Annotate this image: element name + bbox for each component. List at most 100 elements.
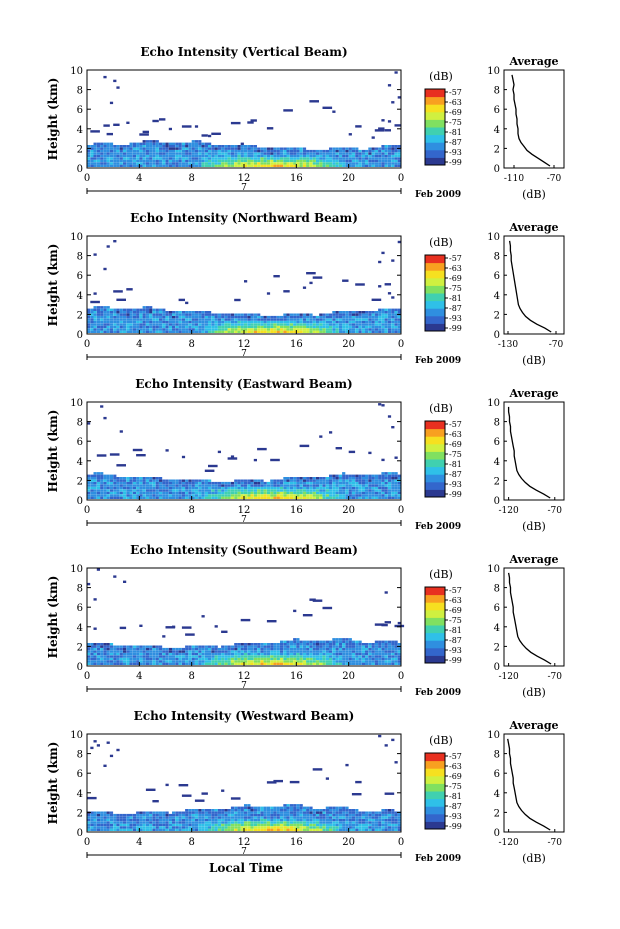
heatmap-cell <box>204 823 208 827</box>
heatmap-cell <box>132 645 136 648</box>
heatmap-cell <box>224 662 228 665</box>
heatmap-cell <box>338 491 343 495</box>
heatmap-cell <box>188 481 192 485</box>
heatmap-cell <box>283 818 287 822</box>
heatmap-cell <box>109 313 114 316</box>
heatmap-cell <box>244 481 248 485</box>
heatmap-cell <box>316 477 320 480</box>
heatmap-cell <box>319 657 323 661</box>
heatmap-cell <box>155 149 159 153</box>
heatmap-cell <box>217 818 221 822</box>
heatmap-cell <box>145 164 150 167</box>
heatmap-cell <box>217 320 221 324</box>
heatmap-cell <box>355 315 359 319</box>
heatmap-cell <box>316 650 320 653</box>
heatmap-cell <box>96 655 100 658</box>
heatmap-cell <box>96 489 100 492</box>
heatmap-cell <box>230 455 235 458</box>
heatmap-cell <box>276 650 280 653</box>
heatmap-cell <box>280 816 284 819</box>
heatmap-cell <box>116 145 120 148</box>
heatmap-cell <box>181 662 186 665</box>
heatmap-cell <box>103 811 107 814</box>
heatmap-cell <box>96 486 100 490</box>
heatmap-cell <box>381 119 385 122</box>
heatmap-cell <box>168 816 172 819</box>
heatmap-cell <box>188 655 192 658</box>
heatmap-cell <box>276 154 280 158</box>
heatmap-cell <box>185 494 189 497</box>
heatmap-cell <box>394 152 398 155</box>
heatmap-cell <box>397 477 401 480</box>
heatmap-cell <box>87 484 91 487</box>
heatmap-cell <box>378 315 382 319</box>
heatmap-cell <box>263 162 267 165</box>
heatmap-cell <box>204 811 208 814</box>
heatmap-cell <box>132 328 136 331</box>
heatmap-cell <box>253 159 257 163</box>
heatmap-cell <box>136 149 140 153</box>
colorbar-swatch <box>425 149 445 158</box>
heatmap-cell <box>165 821 169 824</box>
x-tick-label: 4 <box>136 339 142 350</box>
heatmap-cell <box>237 154 241 158</box>
heatmap-cell <box>142 145 146 148</box>
heatmap-cell <box>181 152 186 155</box>
heatmap-cell <box>365 149 369 153</box>
heatmap-cell <box>126 477 130 480</box>
heatmap-cell <box>319 655 323 658</box>
heatmap-cell <box>270 162 274 165</box>
heatmap-cell <box>145 308 150 311</box>
heatmap-cell <box>93 152 97 155</box>
heatmap-cell <box>348 133 352 136</box>
heatmap-cell <box>387 84 392 87</box>
heatmap-cell <box>145 828 150 831</box>
heatmap-cell <box>384 491 388 495</box>
heatmap-cell <box>123 154 127 158</box>
heatmap-cell <box>276 643 280 646</box>
heatmap-cell <box>289 157 293 160</box>
heatmap-cell <box>191 149 195 153</box>
heatmap-cell <box>168 496 172 499</box>
heatmap-cell <box>384 823 388 827</box>
heatmap-cell <box>191 486 195 490</box>
heatmap-cell <box>384 147 388 150</box>
heatmap-cell <box>273 484 277 487</box>
heatmap-cell <box>368 474 372 477</box>
heatmap-cell <box>227 655 231 658</box>
heatmap-cell <box>106 489 110 492</box>
heatmap-cell <box>270 828 274 831</box>
heatmap-cell <box>149 821 153 824</box>
heatmap-cell <box>191 655 195 658</box>
heatmap-cell <box>152 149 156 153</box>
heatmap-cell <box>378 481 382 485</box>
heatmap-cell <box>106 154 110 158</box>
heatmap-cell <box>361 660 365 663</box>
heatmap-cell <box>155 164 159 167</box>
heatmap-cell <box>306 154 310 158</box>
heatmap-cell <box>371 154 375 158</box>
heatmap-cell <box>351 147 356 150</box>
heatmap-cell <box>87 813 91 817</box>
heatmap-cell <box>211 660 215 663</box>
heatmap-cell <box>391 323 395 326</box>
heatmap-cell <box>145 491 150 495</box>
heatmap-cell <box>276 159 280 163</box>
heatmap-cell <box>217 828 221 831</box>
heatmap-cell <box>119 823 123 827</box>
heatmap-cell <box>109 650 114 653</box>
heatmap-cell <box>113 657 117 661</box>
heatmap-cell <box>109 147 114 150</box>
heatmap-cell <box>152 318 156 321</box>
heatmap-cell <box>332 657 336 661</box>
heatmap-cell <box>312 662 316 665</box>
heatmap-cell <box>289 328 293 331</box>
heatmap-cell <box>165 164 169 167</box>
heatmap-cell <box>351 828 356 831</box>
heatmap-cell <box>136 147 140 150</box>
heatmap-cell <box>159 118 166 121</box>
heatmap-cell <box>165 318 169 321</box>
heatmap-cell <box>361 816 365 819</box>
heatmap-cell <box>397 96 401 99</box>
heatmap-cell <box>168 652 172 656</box>
